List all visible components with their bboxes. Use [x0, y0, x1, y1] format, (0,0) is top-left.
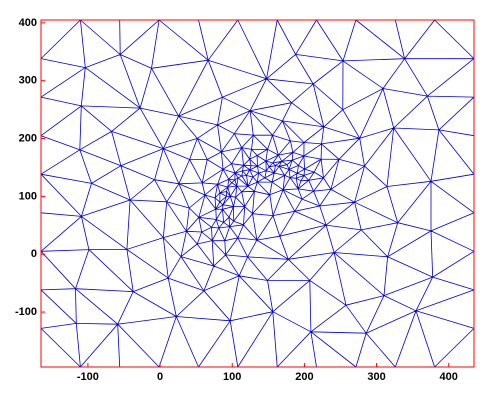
axes-box — [40, 19, 475, 368]
x-tick-label: 300 — [367, 371, 385, 383]
x-tick-label: -100 — [77, 371, 99, 383]
x-tick-label: 100 — [223, 371, 241, 383]
y-tick-label: -100 — [15, 306, 37, 318]
plot-background — [41, 20, 474, 367]
x-tick-label: 400 — [440, 371, 458, 383]
y-tick-label: 0 — [31, 248, 37, 260]
x-tick-label: 200 — [295, 371, 313, 383]
y-tick-label: 100 — [19, 190, 37, 202]
y-tick-label: 200 — [19, 132, 37, 144]
y-tick-label: 400 — [19, 17, 37, 29]
y-tick-label: 300 — [19, 75, 37, 87]
x-tick-label: 0 — [157, 371, 163, 383]
